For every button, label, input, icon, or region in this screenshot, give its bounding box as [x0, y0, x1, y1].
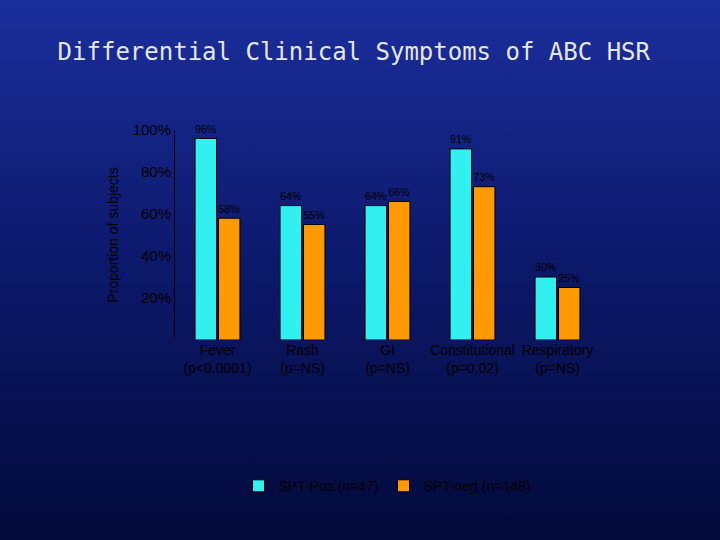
svg-text:SPT-neg (n=148): SPT-neg (n=148): [424, 478, 531, 494]
svg-text:30%: 30%: [535, 261, 557, 273]
svg-text:73%: 73%: [473, 171, 495, 183]
svg-text:SPT-Pos (n=47): SPT-Pos (n=47): [279, 478, 379, 494]
svg-text:100%: 100%: [133, 121, 171, 138]
svg-text:Respiratory(p=NS): Respiratory(p=NS): [522, 342, 594, 376]
svg-text:20%: 20%: [141, 289, 171, 306]
svg-text:66%: 66%: [388, 186, 410, 198]
svg-text:Constitutional(p=0.02): Constitutional(p=0.02): [430, 342, 515, 376]
svg-text:91%: 91%: [450, 133, 472, 145]
svg-text:Rash(p=NS): Rash(p=NS): [280, 342, 325, 376]
svg-text:Fever(p<0.0001): Fever(p<0.0001): [183, 342, 251, 376]
svg-text:40%: 40%: [141, 247, 171, 264]
svg-text:64%: 64%: [365, 190, 387, 202]
svg-text:58%: 58%: [218, 203, 240, 215]
svg-text:96%: 96%: [195, 123, 217, 135]
svg-text:55%: 55%: [303, 209, 325, 221]
svg-text:64%: 64%: [280, 190, 302, 202]
svg-text:Differential Clinical Symptoms: Differential Clinical Symptoms of ABC HS…: [58, 38, 651, 66]
svg-text:GI(p=NS): GI(p=NS): [365, 342, 410, 376]
svg-text:80%: 80%: [141, 163, 171, 180]
svg-text:60%: 60%: [141, 205, 171, 222]
svg-text:Proportion of subjects: Proportion of subjects: [105, 167, 121, 302]
svg-text:25%: 25%: [558, 272, 580, 284]
